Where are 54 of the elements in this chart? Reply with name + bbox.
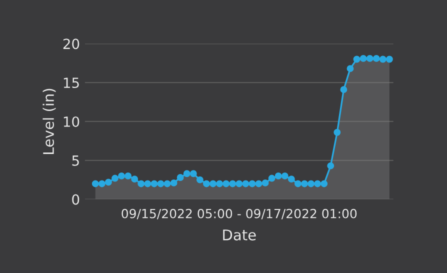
point bbox=[320, 180, 328, 188]
point bbox=[216, 180, 224, 188]
point bbox=[196, 176, 204, 184]
point bbox=[229, 180, 236, 188]
point bbox=[379, 56, 386, 63]
point bbox=[104, 178, 112, 186]
point bbox=[274, 172, 282, 180]
point bbox=[242, 180, 250, 188]
point bbox=[222, 180, 230, 188]
point bbox=[372, 54, 380, 62]
point bbox=[138, 180, 145, 188]
point bbox=[353, 56, 360, 63]
point bbox=[268, 174, 276, 182]
point bbox=[92, 180, 99, 188]
point bbox=[164, 180, 171, 188]
y-tick-label: 20 bbox=[63, 38, 80, 50]
point bbox=[157, 180, 164, 188]
y-tick-label: 0 bbox=[72, 194, 80, 205]
point bbox=[340, 86, 348, 94]
point bbox=[301, 180, 308, 188]
point bbox=[281, 172, 288, 180]
point bbox=[308, 180, 314, 188]
point bbox=[294, 180, 302, 188]
point bbox=[314, 180, 322, 188]
point bbox=[262, 179, 269, 186]
y-tick-label: 15 bbox=[64, 78, 79, 88]
x-axis-title: Date bbox=[223, 230, 256, 240]
point bbox=[150, 180, 158, 188]
point bbox=[183, 170, 190, 178]
point bbox=[210, 180, 216, 188]
y-tick-label: 10 bbox=[64, 116, 80, 127]
point bbox=[248, 180, 256, 188]
point bbox=[346, 65, 354, 72]
y-tick-label: 5 bbox=[72, 156, 79, 166]
text: 09/15/2022 05:00 - 09/17/2022 01:00 bbox=[122, 208, 357, 220]
point bbox=[190, 170, 197, 178]
point bbox=[360, 54, 367, 62]
point bbox=[112, 174, 118, 182]
point bbox=[255, 180, 262, 188]
point bbox=[144, 180, 152, 188]
point bbox=[118, 172, 125, 180]
point bbox=[170, 179, 178, 186]
point bbox=[334, 128, 341, 136]
point bbox=[386, 56, 393, 63]
point bbox=[366, 54, 374, 62]
point bbox=[327, 162, 334, 170]
point bbox=[203, 180, 210, 188]
point bbox=[124, 172, 132, 180]
point bbox=[236, 180, 243, 188]
point bbox=[131, 176, 138, 183]
y-axis-title: Level (in) bbox=[42, 88, 56, 154]
point bbox=[288, 176, 295, 183]
point bbox=[176, 174, 184, 181]
point bbox=[98, 180, 106, 188]
